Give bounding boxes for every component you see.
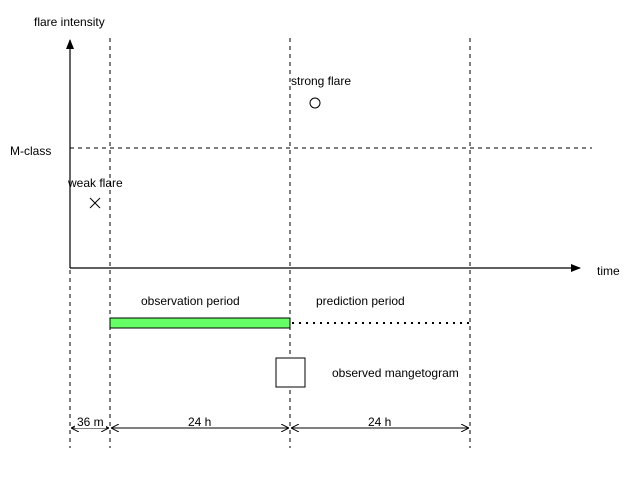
duration-label-24h-prediction: 24 h xyxy=(368,415,391,429)
strong-flare-label: strong flare xyxy=(291,74,351,88)
cross-icon xyxy=(89,197,101,209)
weak-flare-label: weak flare xyxy=(67,176,123,190)
duration-label-36m-bg xyxy=(75,414,106,428)
prediction-period-label: prediction period xyxy=(316,294,405,308)
circle-icon xyxy=(309,97,321,109)
magnetogram-square-icon xyxy=(275,357,306,388)
magnetogram-label: observed mangetogram xyxy=(332,366,459,380)
observation-period-label: observation period xyxy=(141,294,240,308)
observation-period-bar xyxy=(109,317,291,329)
m-class-label: M-class xyxy=(10,144,51,158)
y-axis-label: flare intensity xyxy=(34,15,105,29)
duration-label-24h-observation: 24 h xyxy=(188,415,211,429)
x-axis-label: time xyxy=(597,264,620,278)
duration-label-36m: 36 m xyxy=(77,415,104,429)
